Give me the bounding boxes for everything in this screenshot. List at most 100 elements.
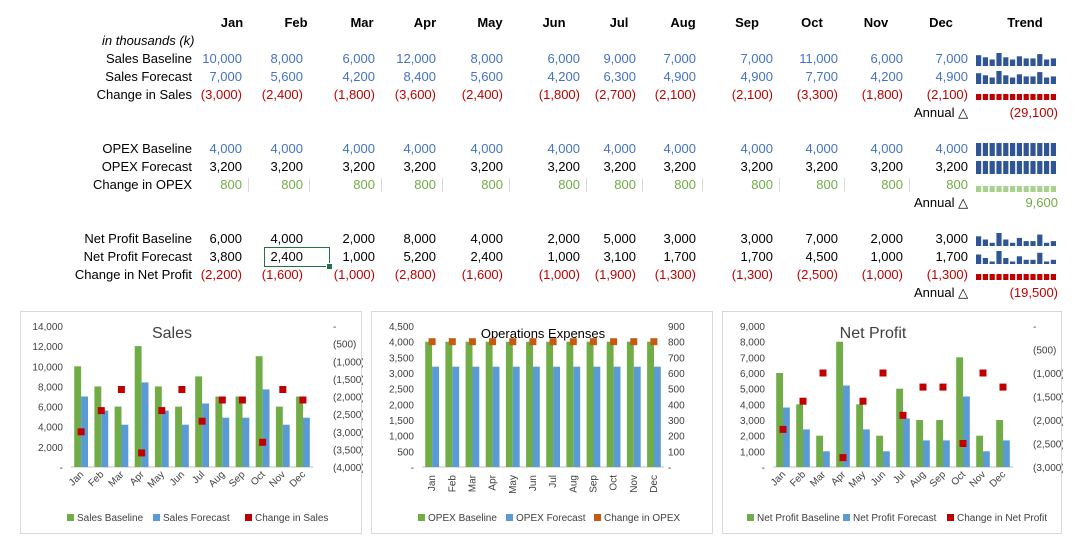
month-header-sep[interactable]: Sep xyxy=(735,15,759,30)
cell-np-change-nov[interactable]: (1,000) xyxy=(861,267,903,282)
cell-np-baseline-aug[interactable]: 3,000 xyxy=(663,231,696,246)
cell-sales-baseline-oct[interactable]: 11,000 xyxy=(799,51,838,66)
chart-opex[interactable]: Operations Expenses 4,500 4,000 3,500 3,000 2… xyxy=(371,311,713,534)
row-label-np-baseline[interactable]: Net Profit Baseline xyxy=(84,231,192,246)
cell-sales-change-jul[interactable]: (2,700) xyxy=(594,87,636,102)
month-header-may[interactable]: May xyxy=(477,15,503,30)
cell-opex-change-jul[interactable]: 800 xyxy=(614,177,636,192)
sparkline-opex-baseline[interactable] xyxy=(976,142,1060,156)
cell-sales-baseline-aug[interactable]: 7,000 xyxy=(663,51,696,66)
cell-np-baseline-apr[interactable]: 8,000 xyxy=(403,231,436,246)
cell-sales-change-apr[interactable]: (3,600) xyxy=(394,87,436,102)
cell-sales-baseline-dec[interactable]: 7,000 xyxy=(935,51,968,66)
cell-sales-change-mar[interactable]: (1,800) xyxy=(333,87,375,102)
selected-cell-outline[interactable] xyxy=(264,247,330,267)
cell-opex-forecast-may[interactable]: 3,200 xyxy=(470,159,503,174)
cell-np-baseline-jan[interactable]: 6,000 xyxy=(209,231,242,246)
month-header-nov[interactable]: Nov xyxy=(863,15,889,30)
cell-np-forecast-may[interactable]: 2,400 xyxy=(470,249,503,264)
annual-value-np[interactable]: (19,500) xyxy=(1009,285,1058,300)
month-header-jun[interactable]: Jun xyxy=(542,15,566,30)
annual-value-sales[interactable]: (29,100) xyxy=(1009,105,1058,120)
cell-np-change-dec[interactable]: (1,300) xyxy=(926,267,968,282)
cell-opex-forecast-mar[interactable]: 3,200 xyxy=(342,159,375,174)
cell-np-change-mar[interactable]: (1,000) xyxy=(333,267,375,282)
cell-np-forecast-aug[interactable]: 1,700 xyxy=(663,249,696,264)
cell-opex-change-dec[interactable]: 800 xyxy=(946,177,968,192)
month-header-aug[interactable]: Aug xyxy=(670,15,696,30)
cell-opex-change-sep[interactable]: 800 xyxy=(751,177,773,192)
cell-sales-forecast-sep[interactable]: 4,900 xyxy=(740,69,773,84)
cell-np-baseline-jul[interactable]: 5,000 xyxy=(603,231,636,246)
cell-sales-change-dec[interactable]: (2,100) xyxy=(926,87,968,102)
cell-np-baseline-may[interactable]: 4,000 xyxy=(470,231,503,246)
cell-opex-baseline-nov[interactable]: 4,000 xyxy=(870,141,903,156)
cell-np-baseline-dec[interactable]: 3,000 xyxy=(935,231,968,246)
cell-np-forecast-nov[interactable]: 1,000 xyxy=(870,249,903,264)
cell-sales-change-oct[interactable]: (3,300) xyxy=(796,87,838,102)
sparkline-sales-change[interactable] xyxy=(976,88,1060,102)
cell-np-baseline-oct[interactable]: 7,000 xyxy=(805,231,838,246)
chart-sales[interactable]: Sales 14,000 12,000 10,000 8,000 6,000 4,000 2,… xyxy=(20,311,363,534)
cell-sales-baseline-mar[interactable]: 6,000 xyxy=(342,51,375,66)
chart-net-profit[interactable]: Net Profit 9,000 8,000 7,000 6,000 5,000 4,000… xyxy=(722,311,1063,534)
cell-np-baseline-sep[interactable]: 3,000 xyxy=(740,231,773,246)
month-header-feb[interactable]: Feb xyxy=(284,15,308,30)
cell-opex-baseline-mar[interactable]: 4,000 xyxy=(342,141,375,156)
sparkline-np-change[interactable] xyxy=(976,268,1060,282)
cell-np-forecast-sep[interactable]: 1,700 xyxy=(740,249,773,264)
cell-opex-forecast-sep[interactable]: 3,200 xyxy=(740,159,773,174)
cell-np-forecast-feb[interactable]: 2,400 xyxy=(270,249,303,264)
cell-sales-change-aug[interactable]: (2,100) xyxy=(654,87,696,102)
cell-opex-baseline-jan[interactable]: 4,000 xyxy=(209,141,242,156)
row-label-opex-forecast[interactable]: OPEX Forecast xyxy=(101,159,192,174)
cell-opex-forecast-jan[interactable]: 3,200 xyxy=(209,159,242,174)
cell-opex-baseline-jun[interactable]: 4,000 xyxy=(547,141,580,156)
row-label-sales-forecast[interactable]: Sales Forecast xyxy=(105,69,192,84)
month-header-mar[interactable]: Mar xyxy=(350,15,374,30)
cell-sales-baseline-jan[interactable]: 10,000 xyxy=(202,51,242,66)
cell-np-baseline-nov[interactable]: 2,000 xyxy=(870,231,903,246)
cell-np-forecast-jan[interactable]: 3,800 xyxy=(209,249,242,264)
cell-sales-baseline-nov[interactable]: 6,000 xyxy=(870,51,903,66)
cell-opex-baseline-apr[interactable]: 4,000 xyxy=(403,141,436,156)
cell-np-change-feb[interactable]: (1,600) xyxy=(261,267,303,282)
cell-sales-forecast-mar[interactable]: 4,200 xyxy=(342,69,375,84)
cell-sales-baseline-jun[interactable]: 6,000 xyxy=(547,51,580,66)
cell-np-change-may[interactable]: (1,600) xyxy=(461,267,503,282)
cell-opex-baseline-jul[interactable]: 4,000 xyxy=(603,141,636,156)
month-header-oct[interactable]: Oct xyxy=(801,15,823,30)
cell-sales-baseline-sep[interactable]: 7,000 xyxy=(740,51,773,66)
cell-sales-change-nov[interactable]: (1,800) xyxy=(861,87,903,102)
sparkline-np-baseline[interactable] xyxy=(976,232,1060,246)
sparkline-sales-forecast[interactable] xyxy=(976,70,1060,84)
sparkline-np-forecast[interactable] xyxy=(976,250,1060,264)
cell-sales-change-may[interactable]: (2,400) xyxy=(461,87,503,102)
cell-opex-baseline-feb[interactable]: 4,000 xyxy=(270,141,303,156)
cell-opex-baseline-oct[interactable]: 4,000 xyxy=(805,141,838,156)
cell-opex-forecast-nov[interactable]: 3,200 xyxy=(870,159,903,174)
cell-sales-baseline-may[interactable]: 8,000 xyxy=(470,51,503,66)
month-header-apr[interactable]: Apr xyxy=(413,15,437,30)
sparkline-opex-change[interactable] xyxy=(976,178,1060,192)
cell-np-change-sep[interactable]: (1,300) xyxy=(731,267,773,282)
cell-opex-forecast-apr[interactable]: 3,200 xyxy=(403,159,436,174)
cell-opex-forecast-aug[interactable]: 3,200 xyxy=(663,159,696,174)
cell-opex-change-mar[interactable]: 800 xyxy=(353,177,375,192)
cell-opex-forecast-dec[interactable]: 3,200 xyxy=(935,159,968,174)
cell-opex-change-may[interactable]: 800 xyxy=(481,177,503,192)
cell-opex-change-aug[interactable]: 800 xyxy=(674,177,696,192)
cell-sales-forecast-jul[interactable]: 6,300 xyxy=(603,69,636,84)
sparkline-opex-forecast[interactable] xyxy=(976,160,1060,174)
cell-sales-forecast-nov[interactable]: 4,200 xyxy=(870,69,903,84)
cell-np-change-aug[interactable]: (1,300) xyxy=(654,267,696,282)
row-label-sales-change[interactable]: Change in Sales xyxy=(96,87,192,102)
cell-np-forecast-jun[interactable]: 1,000 xyxy=(547,249,580,264)
cell-np-change-oct[interactable]: (2,500) xyxy=(796,267,838,282)
cell-opex-change-feb[interactable]: 800 xyxy=(281,177,303,192)
cell-np-change-jun[interactable]: (1,000) xyxy=(538,267,580,282)
cell-np-change-jan[interactable]: (2,200) xyxy=(200,267,242,282)
cell-sales-change-jun[interactable]: (1,800) xyxy=(538,87,580,102)
cell-sales-baseline-feb[interactable]: 8,000 xyxy=(270,51,303,66)
cell-opex-forecast-oct[interactable]: 3,200 xyxy=(805,159,838,174)
